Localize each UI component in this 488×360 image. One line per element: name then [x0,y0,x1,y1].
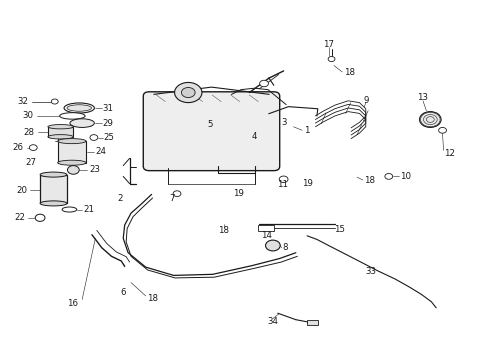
Bar [58,141,86,163]
Circle shape [51,99,58,104]
Text: 9: 9 [363,96,367,105]
Ellipse shape [62,207,77,212]
Ellipse shape [40,172,67,177]
Circle shape [327,57,334,62]
Text: 18: 18 [343,68,354,77]
Text: 2: 2 [117,194,122,202]
Ellipse shape [60,113,85,119]
Text: 28: 28 [23,128,34,137]
Text: 19: 19 [301,179,312,188]
Text: 7: 7 [169,194,175,203]
Text: 27: 27 [26,158,37,167]
Ellipse shape [67,105,91,111]
Text: 10: 10 [399,172,410,181]
Circle shape [438,127,446,133]
Text: 1: 1 [304,126,309,135]
Circle shape [90,135,98,140]
Circle shape [265,240,280,251]
Ellipse shape [70,119,94,127]
Text: 12: 12 [443,149,454,158]
Text: 24: 24 [95,148,106,157]
Text: 29: 29 [102,119,113,128]
Circle shape [29,145,37,150]
Text: 21: 21 [83,205,94,214]
Text: 23: 23 [89,166,100,175]
Bar [306,320,317,325]
Circle shape [67,166,79,174]
Bar [258,225,273,231]
Text: 30: 30 [22,112,33,120]
Circle shape [35,214,45,221]
Text: 18: 18 [218,226,229,235]
Text: 5: 5 [207,120,213,129]
Circle shape [279,176,287,183]
Circle shape [259,80,268,87]
Text: 3: 3 [281,118,286,127]
Text: 17: 17 [323,40,333,49]
Text: 6: 6 [120,288,126,297]
Circle shape [384,174,392,179]
Text: 16: 16 [67,299,78,307]
Text: 11: 11 [277,180,287,189]
Text: 20: 20 [16,186,27,195]
Ellipse shape [58,139,86,144]
Circle shape [181,87,195,98]
Text: 14: 14 [261,231,271,240]
Bar [40,175,67,203]
Text: 22: 22 [15,213,25,222]
Text: 18: 18 [364,176,374,185]
Text: 33: 33 [365,267,375,276]
Ellipse shape [48,125,73,129]
Circle shape [173,191,181,197]
Text: 32: 32 [18,97,28,106]
FancyBboxPatch shape [143,92,279,171]
Bar [48,127,73,137]
Text: 4: 4 [251,132,257,141]
Ellipse shape [64,103,94,113]
Text: 31: 31 [102,104,113,113]
Ellipse shape [48,135,73,139]
Text: 25: 25 [103,133,114,142]
Text: 26: 26 [13,143,23,152]
Ellipse shape [40,201,67,206]
Ellipse shape [58,160,86,165]
Text: 18: 18 [146,294,157,302]
Text: 34: 34 [267,317,278,325]
Circle shape [419,112,440,127]
Text: 8: 8 [282,243,287,252]
Text: 13: 13 [417,94,427,103]
Text: 19: 19 [233,189,244,198]
Circle shape [174,82,202,103]
Text: 15: 15 [334,225,345,234]
